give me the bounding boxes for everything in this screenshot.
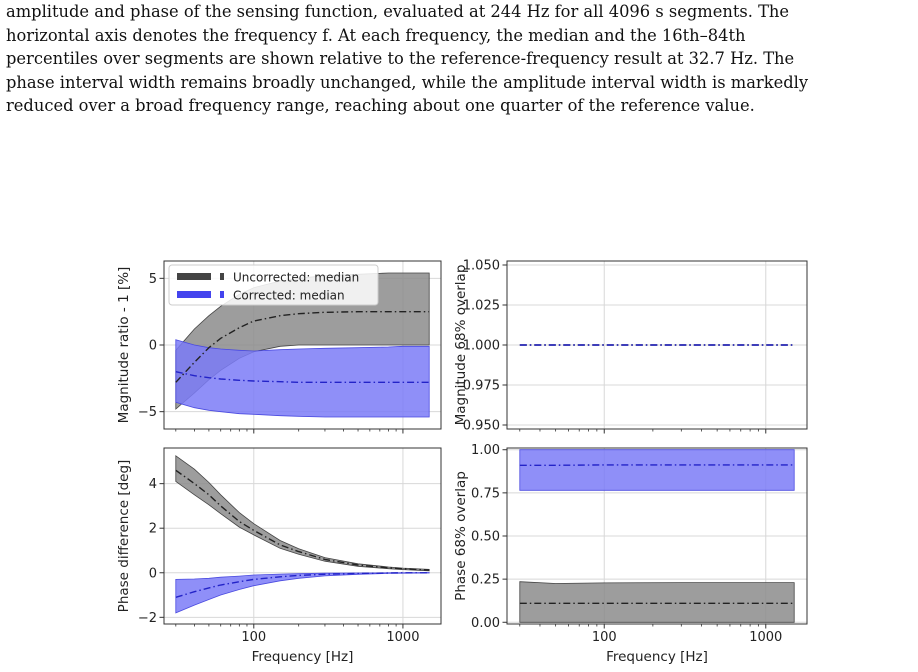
y-tick-label: 0.50	[471, 530, 500, 545]
x-tick-label: 1000	[386, 630, 419, 645]
y-tick-label: 0	[149, 339, 157, 354]
y-axis-label: Magnitude 68% overlap	[453, 265, 469, 426]
legend-swatch	[177, 273, 211, 280]
median-line-corrected	[175, 371, 430, 383]
legend-label: Corrected: median	[233, 289, 345, 303]
y-tick-label: 1.025	[463, 299, 500, 314]
y-tick-label: 0.25	[471, 573, 500, 588]
panel-magnitude: −5 0 5 Magnitude ratio - 1 [%] Uncorrected: …	[116, 260, 442, 434]
band-corrected	[519, 449, 795, 491]
caption-line: percentiles over segments are shown rela…	[6, 49, 795, 68]
legend-swatch	[177, 291, 211, 298]
y-tick-label: 1.000	[463, 339, 500, 354]
y-axis-label: Phase 68% overlap	[453, 471, 469, 601]
x-axis-label: Frequency [Hz]	[606, 649, 708, 665]
y-axis-label: Phase difference [deg]	[116, 460, 132, 613]
caption-line: phase interval width remains broadly unc…	[6, 72, 809, 92]
caption-line: amplitude and phase of the sensing funct…	[6, 2, 790, 21]
axes-frame	[163, 447, 442, 625]
y-tick-label: −2	[138, 611, 157, 626]
median-line-uncorrected	[175, 311, 430, 383]
y-tick-label: 1.050	[463, 259, 500, 274]
band-uncorrected	[175, 455, 430, 572]
x-tick-label: 1000	[749, 630, 782, 645]
band-uncorrected	[519, 581, 795, 623]
caption-line: horizontal axis denotes the frequency f.…	[6, 25, 746, 45]
legend: Uncorrected: median Corrected: median	[168, 264, 379, 306]
y-tick-label: 0	[149, 566, 157, 581]
plot-area	[175, 455, 430, 614]
y-tick-label: 2	[149, 522, 157, 537]
figure-caption: amplitude and phase of the sensing funct…	[6, 0, 912, 118]
x-tick-label: 100	[241, 630, 266, 645]
y-tick-label: 0.950	[463, 419, 500, 434]
y-tick-label: 1.00	[471, 443, 500, 458]
plot-area	[519, 449, 795, 623]
legend-swatch-dot	[220, 273, 224, 280]
y-tick-label: −5	[138, 405, 157, 420]
legend-swatch-dot	[220, 291, 224, 298]
y-tick-label: 0.975	[463, 379, 500, 394]
x-tick-label: 100	[592, 630, 617, 645]
caption-line: reduced over a broad frequency range, re…	[6, 96, 755, 115]
panel-phase_overlap: 100 1000 Frequency [Hz] 0.00 0.25 0.50 0.75 1.0…	[453, 443, 808, 665]
y-axis-label: Magnitude ratio - 1 [%]	[116, 267, 132, 424]
y-tick-label: 5	[149, 272, 157, 287]
panel-phase: 100 1000 Frequency [Hz] −2 0 2 4 Phase differen…	[116, 447, 442, 665]
y-tick-label: 0.00	[471, 616, 500, 631]
x-axis-label: Frequency [Hz]	[252, 649, 354, 665]
plot-area	[175, 272, 430, 418]
median-line-corrected	[175, 572, 430, 598]
legend-label: Uncorrected: median	[233, 271, 359, 285]
y-tick-label: 4	[149, 477, 157, 492]
band-corrected	[175, 572, 430, 614]
band-corrected	[175, 339, 430, 418]
y-tick-label: 0.75	[471, 486, 500, 501]
